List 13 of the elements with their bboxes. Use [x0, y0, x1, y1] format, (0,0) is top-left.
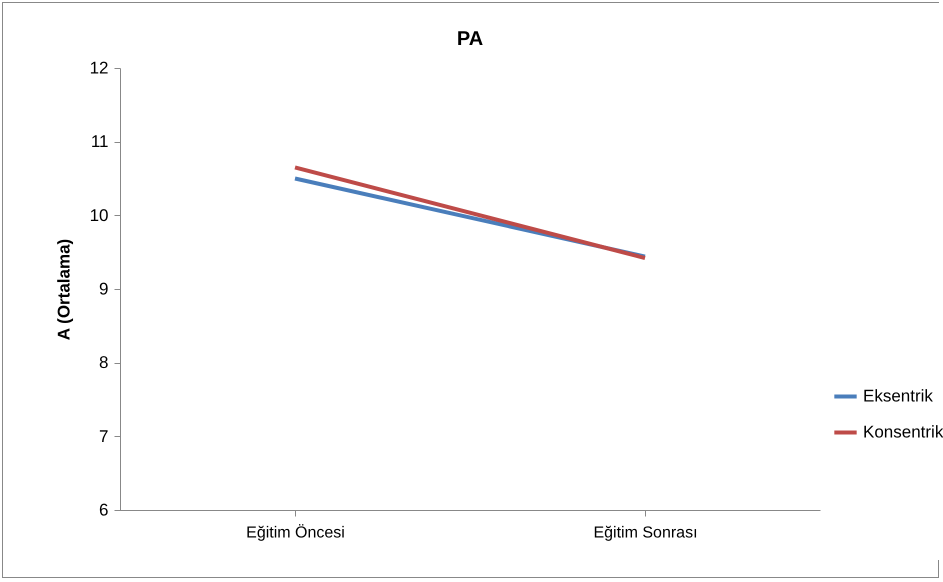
y-tick-label: 7	[99, 426, 108, 446]
legend-label: Eksentrik	[863, 386, 934, 406]
y-tick-label: 10	[90, 206, 108, 225]
x-tick-label: Eğitim Sonrası	[593, 524, 698, 542]
y-tick-label: 8	[99, 353, 108, 372]
legend-label: Konsentrik	[863, 422, 943, 442]
chart-title: PA	[456, 28, 484, 50]
y-axis-title: A (Ortalama)	[54, 238, 74, 340]
y-tick-label: 12	[90, 58, 108, 78]
y-tick-label: 11	[90, 132, 108, 152]
y-tick-label: 9	[99, 280, 108, 298]
x-tick-label: Eğitim Öncesi	[246, 524, 345, 542]
y-tick-label: 6	[99, 500, 108, 520]
